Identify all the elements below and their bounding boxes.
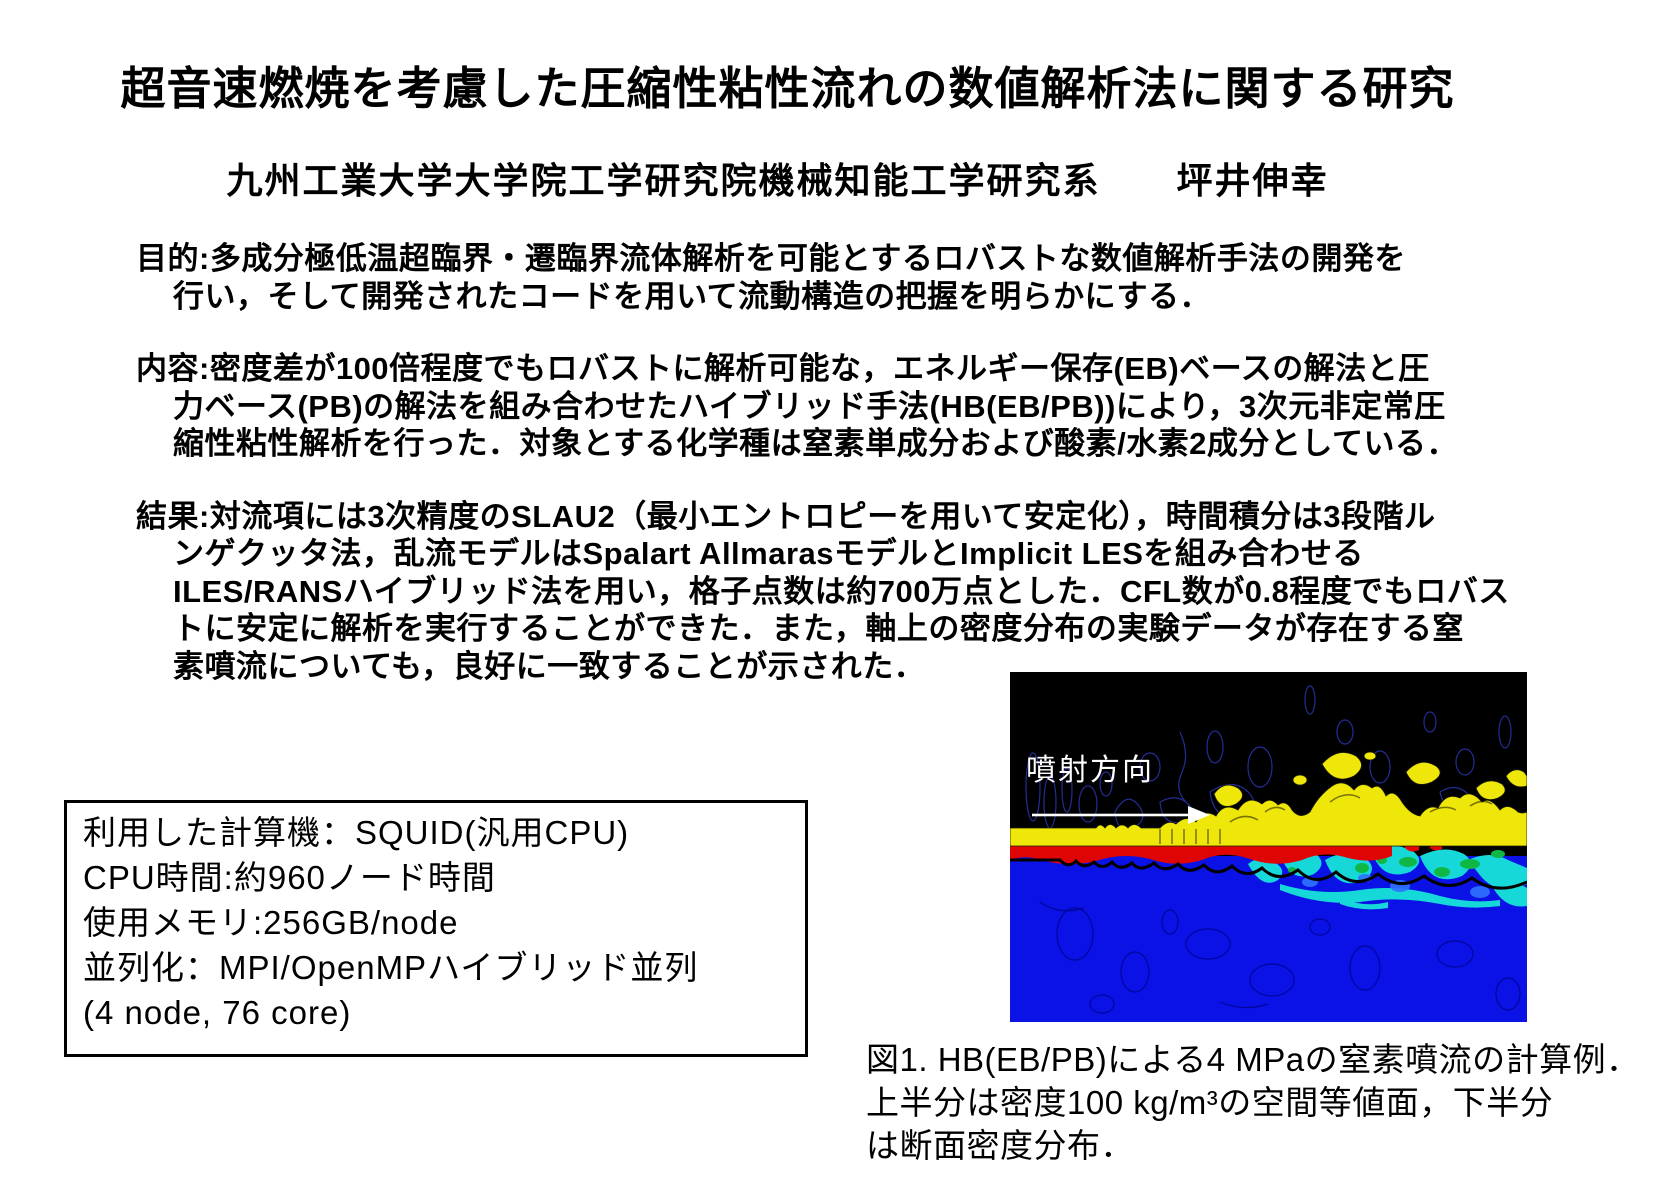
compute-box-line: 利用した計算機：SQUID(汎用CPU) bbox=[83, 814, 630, 851]
caption-line: 図1. HB(EB/PB)による4 MPaの窒素噴流の計算例． bbox=[866, 1041, 1640, 1078]
text-line: トに安定に解析を実行することができた．また，軸上の密度分布の実験データが存在する… bbox=[173, 611, 1464, 646]
section-approach: 内容:密度差が100倍程度でもロバストに解析可能な，エネルギー保存(EB)ベース… bbox=[136, 350, 1670, 463]
isosurface-texture-lines bbox=[1159, 794, 1493, 844]
affiliation-line: 九州工業大学大学院工学研究院機械知能工学研究系 坪井伸幸 bbox=[226, 160, 1329, 201]
text-line: 縮性粘性解析を行った．対象とする化学種は窒素単成分および酸素/水素2成分としてい… bbox=[173, 426, 1458, 461]
section-results: 結果:対流項には3次精度のSLAU2（最小エントロピーを用いて安定化），時間積分… bbox=[136, 498, 1670, 686]
figure-caption: 図1. HB(EB/PB)による4 MPaの窒素噴流の計算例． 上半分は密度10… bbox=[866, 1038, 1640, 1167]
compute-info-box: 利用した計算機：SQUID(汎用CPU) CPU時間:約960ノード時間 使用メ… bbox=[64, 800, 808, 1057]
text-line: ILES/RANSハイブリッド法を用い，格子点数は約700万点とした．CFL数が… bbox=[173, 573, 1510, 609]
text-line: 結果:対流項には3次精度のSLAU2（最小エントロピーを用いて安定化），時間積分… bbox=[136, 498, 1436, 534]
caption-line: 上半分は密度100 kg/m³の空間等値面，下半分 bbox=[866, 1084, 1554, 1121]
text-line: 内容:密度差が100倍程度でもロバストに解析可能な，エネルギー保存(EB)ベース… bbox=[136, 351, 1430, 386]
text-line: ンゲクッタ法，乱流モデルはSpalart AllmarasモデルとImplici… bbox=[173, 536, 1364, 571]
injection-direction-label: 噴射方向 bbox=[1026, 754, 1154, 787]
blue-region-contours bbox=[1039, 901, 1521, 1014]
cfd-simulation-figure: 噴射方向 bbox=[1010, 672, 1527, 1022]
injection-direction-arrow bbox=[1032, 806, 1210, 824]
abstract-body: 目的:多成分極低温超臨界・遷臨界流体解析を可能とするロバストな数値解析手法の開発… bbox=[136, 240, 1670, 685]
text-line: 行い，そして開発されたコードを用いて流動構造の把握を明らかにする． bbox=[173, 278, 1211, 314]
jet-isosurface-yellow bbox=[1010, 751, 1527, 847]
text-line: 素噴流についても，良好に一致することが示された． bbox=[173, 648, 926, 684]
compute-box-line: (4 node, 76 core) bbox=[83, 994, 352, 1031]
text-line: 力ベース(PB)の解法を組み合わせたハイブリッド手法(HB(EB/PB))により… bbox=[173, 388, 1446, 424]
compute-box-line: 並列化：MPI/OpenMPハイブリッド並列 bbox=[83, 949, 699, 986]
text-line: 目的:多成分極低温超臨界・遷臨界流体解析を可能とするロバストな数値解析手法の開発… bbox=[136, 241, 1406, 276]
mixing-layer-green-patches bbox=[1288, 820, 1525, 877]
compute-box-line: 使用メモリ:256GB/node bbox=[83, 904, 459, 941]
interface-scallop-line bbox=[1010, 858, 1527, 890]
section-purpose: 目的:多成分極低温超臨界・遷臨界流体解析を可能とするロバストな数値解析手法の開発… bbox=[136, 240, 1670, 315]
page-title: 超音速燃焼を考慮した圧縮性粘性流れの数値解析法に関する研究 bbox=[120, 63, 1455, 114]
caption-line: は断面密度分布． bbox=[866, 1127, 1134, 1164]
compute-box-line: CPU時間:約960ノード時間 bbox=[83, 859, 496, 896]
